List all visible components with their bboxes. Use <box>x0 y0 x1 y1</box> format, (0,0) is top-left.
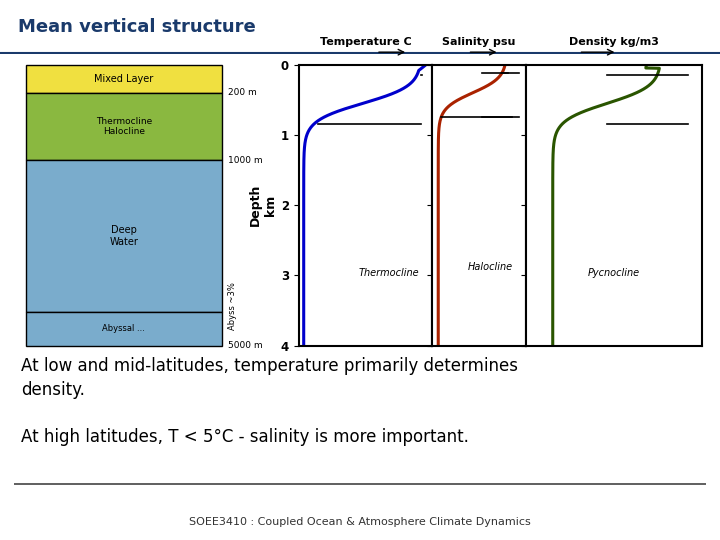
Text: SOEE3410 : Coupled Ocean & Atmosphere Climate Dynamics: SOEE3410 : Coupled Ocean & Atmosphere Cl… <box>189 517 531 528</box>
Text: Deep
Water: Deep Water <box>109 225 138 247</box>
Text: Pycnocline: Pycnocline <box>588 268 639 278</box>
Text: Mixed Layer: Mixed Layer <box>94 74 153 84</box>
Text: Thermocline: Thermocline <box>359 268 419 278</box>
Text: Abyss ~3%: Abyss ~3% <box>228 282 237 330</box>
Bar <box>26 312 222 346</box>
Text: At high latitudes, T < 5°C - salinity is more important.: At high latitudes, T < 5°C - salinity is… <box>22 428 469 446</box>
Text: Thermocline
Halocline: Thermocline Halocline <box>96 117 152 136</box>
Text: Halocline: Halocline <box>467 262 513 272</box>
Text: Abyssal ...: Abyssal ... <box>102 324 145 333</box>
Bar <box>26 65 222 93</box>
Text: 200 m: 200 m <box>228 89 256 97</box>
Text: 5000 m: 5000 m <box>228 341 262 350</box>
Text: Mean vertical structure: Mean vertical structure <box>18 18 256 36</box>
Y-axis label: Depth
km: Depth km <box>248 184 276 226</box>
Bar <box>26 160 222 312</box>
Title: Salinity psu: Salinity psu <box>442 37 516 48</box>
Title: Density kg/m3: Density kg/m3 <box>569 37 659 48</box>
Title: Temperature C: Temperature C <box>320 37 411 48</box>
Bar <box>26 93 222 160</box>
Text: 1000 m: 1000 m <box>228 156 262 165</box>
Text: At low and mid-latitudes, temperature primarily determines
density.: At low and mid-latitudes, temperature pr… <box>22 357 518 399</box>
